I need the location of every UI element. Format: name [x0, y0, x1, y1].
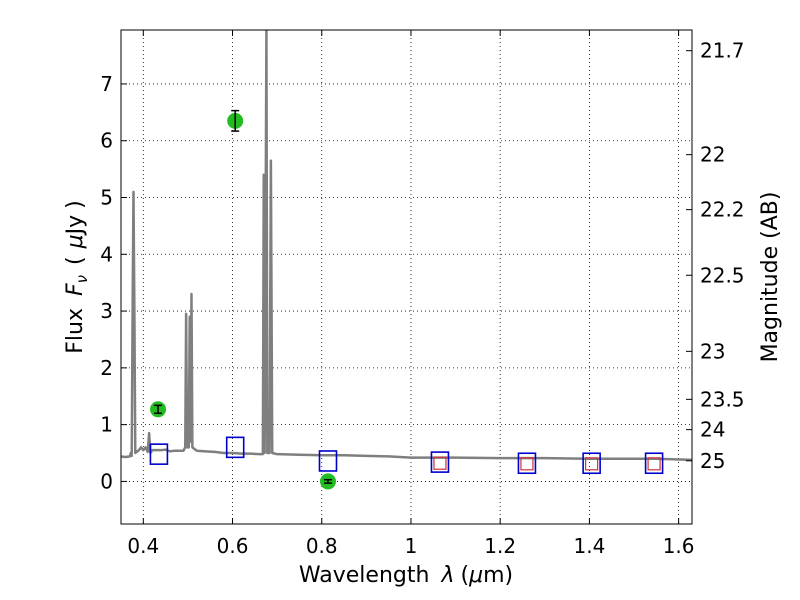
- x-tick-label: 1: [405, 534, 418, 558]
- plot-frame: [120, 29, 693, 525]
- red-square: [585, 457, 599, 471]
- y2-tick-label: 22.2: [700, 198, 745, 222]
- red-square: [520, 457, 534, 471]
- y2-tick-label: 22: [700, 143, 725, 167]
- x-tick-label: 0.8: [306, 534, 338, 558]
- model-photometry-square: [430, 451, 450, 473]
- y-axis-label: FluxFν(μJy): [63, 200, 91, 353]
- model-photometry-square: [517, 452, 537, 475]
- x-tick-label: 1.4: [573, 534, 605, 558]
- y-tick-label: 7: [100, 72, 113, 96]
- y-tick-label: 6: [100, 129, 113, 153]
- y2-tick-label: 23.5: [700, 387, 745, 411]
- y2-tick-label: 23: [700, 339, 725, 363]
- y-tick-label: 1: [100, 413, 113, 437]
- y-tick-label: 4: [100, 242, 113, 266]
- x-axis-label: Wavelength λ (μm): [299, 563, 513, 588]
- model-photometry-square: [225, 436, 245, 459]
- red-square: [647, 457, 661, 471]
- y2-axis-label: Magnitude (AB): [758, 192, 783, 363]
- x-tick-label: 1.6: [663, 534, 695, 558]
- sed-model-line: [121, 30, 692, 462]
- y2-tick-label: 24: [700, 418, 725, 442]
- red-square: [433, 456, 447, 470]
- y2-tick-label: 21.7: [700, 39, 745, 63]
- model-photometry-square: [149, 443, 169, 465]
- x-tick-label: 0.6: [217, 534, 249, 558]
- y-tick-label: 5: [100, 186, 113, 210]
- model-photometry-square: [318, 450, 338, 472]
- y-tick-label: 2: [100, 356, 113, 380]
- y-tick-label: 3: [100, 299, 113, 323]
- x-tick-label: 0.4: [127, 534, 159, 558]
- model-photometry-square: [644, 452, 664, 475]
- x-tick-label: 1.2: [484, 534, 516, 558]
- model-photometry-square: [582, 452, 601, 475]
- y-tick-label: 0: [100, 469, 113, 493]
- y2-tick-label: 22.5: [700, 263, 745, 287]
- y2-tick-label: 25: [700, 449, 725, 473]
